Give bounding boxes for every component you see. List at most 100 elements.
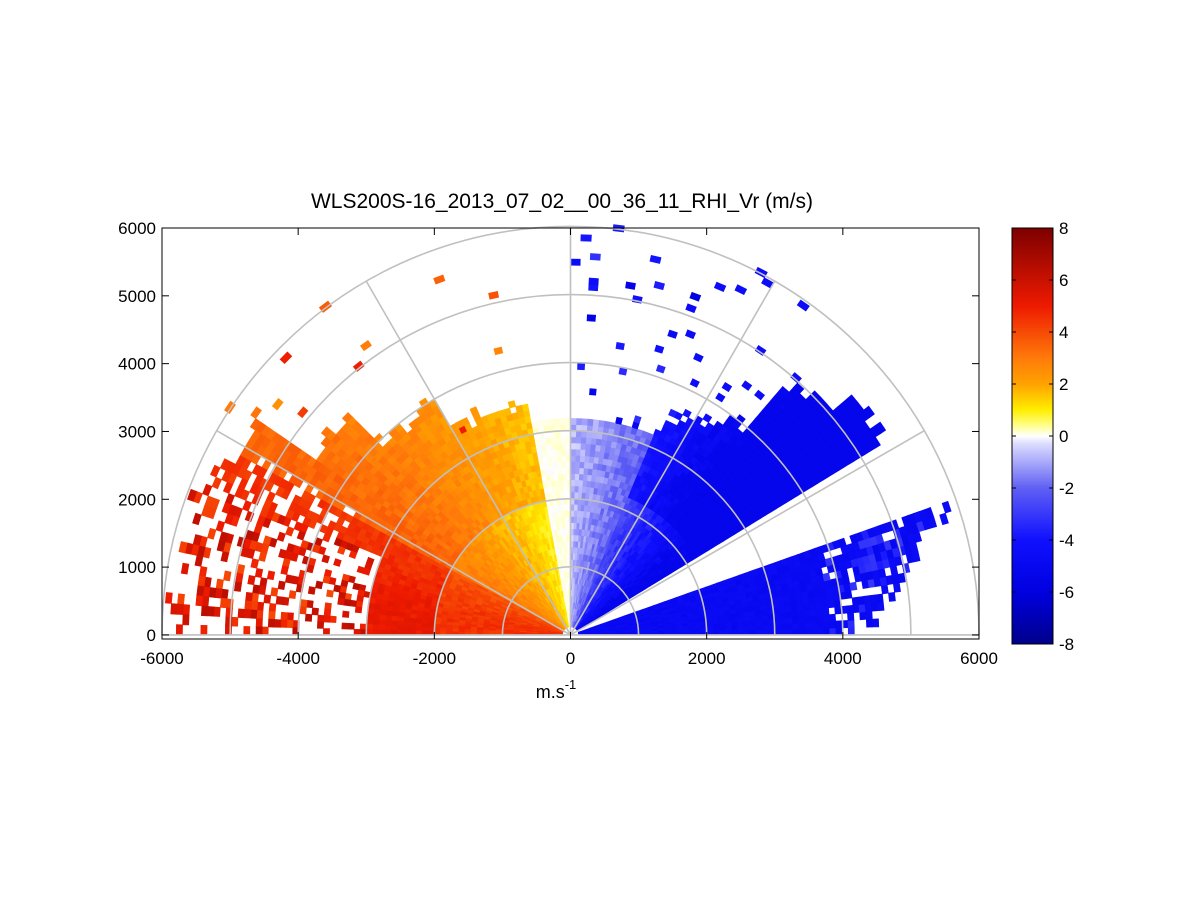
velocity-cell [560, 442, 566, 450]
velocity-cell [810, 615, 818, 623]
velocity-cell [515, 404, 524, 413]
velocity-cell [249, 418, 262, 431]
velocity-cell [198, 566, 208, 578]
velocity-cell [337, 546, 346, 555]
velocity-cell [254, 567, 264, 578]
velocity-cell [220, 551, 230, 563]
velocity-cell [281, 596, 290, 606]
velocity-cell [554, 436, 561, 444]
velocity-cell [689, 378, 700, 388]
velocity-cell [333, 558, 342, 567]
velocity-cell [372, 619, 380, 626]
velocity-cell [240, 546, 250, 558]
velocity-cell [633, 415, 642, 424]
velocity-cell [560, 454, 567, 462]
velocity-cell [889, 565, 899, 576]
velocity-cell [414, 626, 422, 632]
velocity-cell [244, 600, 252, 611]
velocity-cell [378, 619, 386, 626]
velocity-cell [580, 234, 592, 242]
plot-area: -6000 -4000 -2000 0 2000 4000 6000 01000200030… [118, 219, 998, 668]
velocity-cell [833, 599, 842, 608]
velocity-cell [421, 626, 429, 632]
velocity-cell [849, 581, 858, 591]
velocity-cell [880, 584, 889, 595]
velocity-cell [296, 530, 306, 541]
velocity-cell [654, 344, 665, 354]
velocity-cell [774, 629, 782, 636]
velocity-cell [451, 628, 459, 633]
velocity-cell [797, 610, 806, 618]
velocity-cell [359, 339, 372, 352]
velocity-cell [250, 558, 260, 569]
velocity-cell [693, 352, 704, 363]
velocity-cell [583, 455, 590, 463]
velocity-cell [712, 626, 720, 632]
velocity-cell [488, 290, 500, 300]
velocity-cell [259, 577, 268, 588]
velocity-cell [798, 622, 806, 630]
velocity-cell [572, 534, 577, 542]
velocity-cell [245, 591, 253, 602]
velocity-cell [718, 622, 726, 628]
velocity-cell [390, 625, 398, 631]
velocity-cell [182, 604, 191, 616]
velocity-cell [573, 510, 578, 517]
velocity-cell [785, 617, 794, 624]
velocity-cell [390, 615, 399, 622]
velocity-cell [403, 617, 411, 623]
velocity-cell [187, 488, 198, 502]
velocity-cell [590, 437, 597, 445]
velocity-cell [213, 606, 221, 617]
velocity-cell [317, 499, 327, 510]
velocity-cell [562, 485, 568, 493]
velocity-cell [823, 621, 831, 629]
velocity-cell [270, 587, 279, 597]
velocity-cell [822, 572, 831, 582]
velocity-cell [570, 258, 581, 266]
velocity-cell [790, 604, 799, 613]
velocity-cell [207, 606, 215, 617]
velocity-cell [580, 436, 587, 444]
velocity-cell [578, 467, 584, 475]
velocity-cell [574, 454, 581, 462]
velocity-cell [851, 596, 860, 606]
velocity-cell [574, 467, 580, 475]
velocity-cell [792, 628, 800, 636]
velocity-cell [288, 590, 297, 600]
velocity-cell [847, 627, 855, 636]
velocity-cell [713, 420, 724, 431]
velocity-cell [266, 570, 276, 581]
velocity-cell [574, 473, 580, 481]
velocity-cell [476, 629, 484, 633]
velocity-cell [396, 620, 404, 627]
velocity-cell [754, 389, 766, 401]
velocity-cell [564, 424, 571, 432]
velocity-cell [182, 614, 190, 626]
velocity-cell [875, 593, 884, 604]
velocity-cell [592, 419, 600, 427]
velocity-cell [877, 567, 887, 578]
velocity-cell [274, 619, 282, 628]
velocity-cell [421, 622, 429, 628]
velocity-cell [384, 615, 393, 622]
velocity-cell [859, 611, 867, 621]
velocity-cell [570, 424, 577, 432]
velocity-cell [222, 481, 234, 494]
velocity-cell [321, 554, 330, 564]
velocity-cell [779, 617, 788, 625]
velocity-cell [865, 618, 874, 628]
velocity-cell [333, 584, 342, 593]
velocity-cell [252, 584, 261, 595]
velocity-cell [817, 627, 825, 636]
velocity-cell [317, 614, 325, 623]
velocity-cell [668, 408, 678, 418]
velocity-cell [768, 629, 776, 636]
velocity-cell [577, 479, 584, 487]
velocity-cell [798, 616, 806, 624]
velocity-cell [837, 537, 847, 548]
velocity-cell [579, 442, 586, 450]
velocity-cell [689, 291, 702, 302]
velocity-cell [780, 623, 788, 630]
velocity-cell [721, 381, 733, 393]
